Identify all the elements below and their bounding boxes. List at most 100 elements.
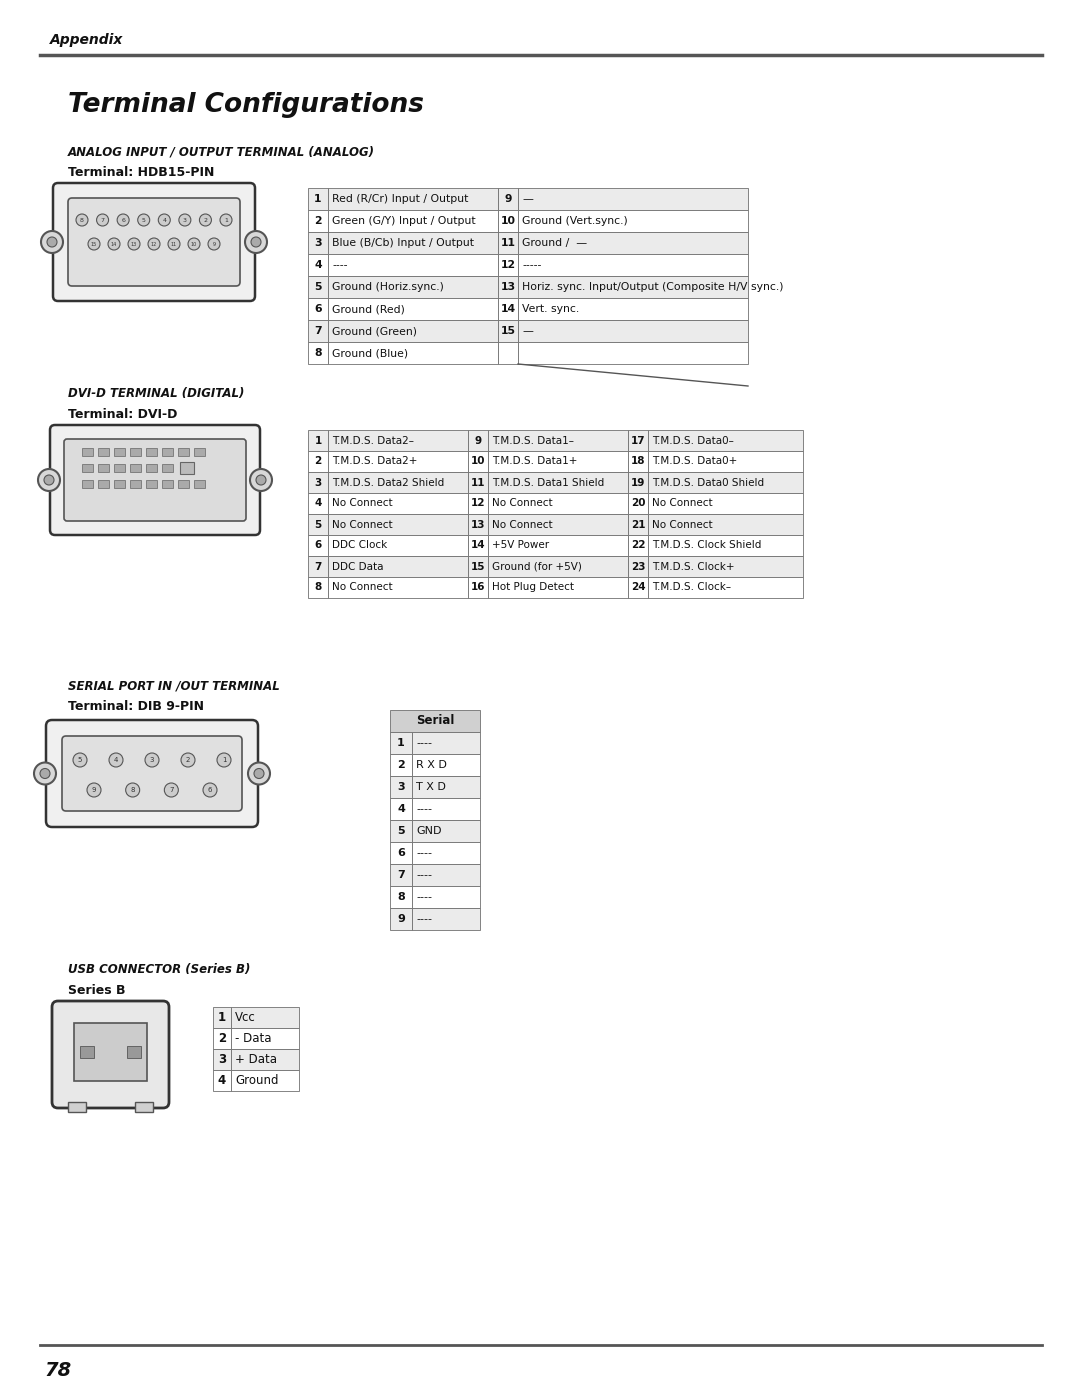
Bar bbox=[390, 820, 411, 842]
Bar bbox=[328, 342, 498, 365]
Bar bbox=[328, 430, 468, 451]
Bar bbox=[627, 577, 648, 598]
Text: 1: 1 bbox=[314, 194, 322, 204]
Bar bbox=[627, 514, 648, 535]
Text: 24: 24 bbox=[631, 583, 646, 592]
Bar bbox=[328, 320, 498, 342]
Bar bbox=[308, 493, 328, 514]
Text: 17: 17 bbox=[631, 436, 646, 446]
Bar bbox=[308, 189, 328, 210]
Text: 4: 4 bbox=[397, 805, 405, 814]
Bar bbox=[308, 298, 328, 320]
Bar bbox=[390, 798, 411, 820]
Text: USB CONNECTOR (Series B): USB CONNECTOR (Series B) bbox=[68, 964, 251, 977]
Bar bbox=[75, 1023, 147, 1081]
Bar bbox=[468, 514, 488, 535]
Bar bbox=[518, 298, 748, 320]
Text: 9: 9 bbox=[92, 787, 96, 793]
Text: 12: 12 bbox=[500, 260, 515, 270]
Text: 7: 7 bbox=[314, 326, 322, 337]
Bar bbox=[411, 863, 480, 886]
Bar bbox=[308, 232, 328, 254]
Circle shape bbox=[254, 768, 264, 778]
Bar bbox=[328, 232, 498, 254]
Circle shape bbox=[38, 469, 60, 490]
Bar bbox=[498, 254, 518, 277]
Text: 11: 11 bbox=[171, 242, 177, 246]
Circle shape bbox=[87, 782, 102, 798]
Bar bbox=[488, 472, 627, 493]
Bar bbox=[308, 472, 328, 493]
Bar bbox=[648, 430, 804, 451]
Text: 15: 15 bbox=[471, 562, 485, 571]
Bar bbox=[468, 430, 488, 451]
Text: Ground (Red): Ground (Red) bbox=[332, 305, 405, 314]
Text: Ground (Blue): Ground (Blue) bbox=[332, 348, 408, 358]
Circle shape bbox=[33, 763, 56, 785]
Text: 6: 6 bbox=[207, 787, 213, 793]
Bar bbox=[308, 320, 328, 342]
Text: Vert. sync.: Vert. sync. bbox=[522, 305, 579, 314]
Bar bbox=[328, 189, 498, 210]
Bar bbox=[518, 320, 748, 342]
Text: No Connect: No Connect bbox=[652, 520, 713, 529]
Bar bbox=[488, 493, 627, 514]
Text: 2: 2 bbox=[186, 757, 190, 763]
Text: 14: 14 bbox=[471, 541, 485, 550]
FancyBboxPatch shape bbox=[46, 719, 258, 827]
Circle shape bbox=[44, 475, 54, 485]
Text: T X D: T X D bbox=[416, 782, 446, 792]
Circle shape bbox=[129, 237, 140, 250]
Bar bbox=[328, 493, 468, 514]
Text: 16: 16 bbox=[471, 583, 485, 592]
Text: 15: 15 bbox=[500, 326, 515, 337]
Bar bbox=[328, 535, 468, 556]
Text: DVI-D TERMINAL (DIGITAL): DVI-D TERMINAL (DIGITAL) bbox=[68, 387, 244, 400]
Text: T.M.D.S. Data0 Shield: T.M.D.S. Data0 Shield bbox=[652, 478, 765, 488]
Text: 7: 7 bbox=[314, 562, 322, 571]
Bar bbox=[648, 514, 804, 535]
Bar bbox=[498, 298, 518, 320]
Text: ----: ---- bbox=[416, 805, 432, 814]
Bar bbox=[98, 448, 109, 455]
Text: T.M.D.S. Clock Shield: T.M.D.S. Clock Shield bbox=[652, 541, 761, 550]
Text: 14: 14 bbox=[111, 242, 117, 246]
Bar bbox=[411, 732, 480, 754]
Text: 11: 11 bbox=[471, 478, 485, 488]
Text: Ground (Horiz.sync.): Ground (Horiz.sync.) bbox=[332, 282, 444, 292]
Bar bbox=[648, 451, 804, 472]
Bar bbox=[328, 472, 468, 493]
Bar bbox=[114, 448, 125, 455]
Circle shape bbox=[188, 237, 200, 250]
Text: 6: 6 bbox=[397, 848, 405, 858]
Text: No Connect: No Connect bbox=[492, 520, 553, 529]
Text: No Connect: No Connect bbox=[332, 499, 393, 509]
Bar bbox=[498, 320, 518, 342]
Circle shape bbox=[73, 753, 87, 767]
Bar bbox=[328, 210, 498, 232]
Text: 2: 2 bbox=[203, 218, 207, 222]
Text: 22: 22 bbox=[631, 541, 645, 550]
FancyBboxPatch shape bbox=[53, 183, 255, 300]
Bar bbox=[518, 232, 748, 254]
Text: ----: ---- bbox=[416, 914, 432, 923]
Bar bbox=[308, 210, 328, 232]
Bar bbox=[231, 1007, 299, 1028]
Circle shape bbox=[87, 237, 100, 250]
Circle shape bbox=[108, 237, 120, 250]
FancyBboxPatch shape bbox=[64, 439, 246, 521]
Bar bbox=[390, 754, 411, 775]
Bar bbox=[390, 732, 411, 754]
Bar bbox=[411, 798, 480, 820]
Bar bbox=[328, 514, 468, 535]
Text: T.M.D.S. Data2–: T.M.D.S. Data2– bbox=[332, 436, 414, 446]
Text: R X D: R X D bbox=[416, 760, 447, 770]
Text: 10: 10 bbox=[500, 217, 515, 226]
Bar bbox=[498, 210, 518, 232]
Text: 7: 7 bbox=[397, 870, 405, 880]
Circle shape bbox=[168, 237, 180, 250]
Text: Ground (Vert.sync.): Ground (Vert.sync.) bbox=[522, 217, 627, 226]
Text: Green (G/Y) Input / Output: Green (G/Y) Input / Output bbox=[332, 217, 475, 226]
Circle shape bbox=[125, 782, 139, 798]
Circle shape bbox=[148, 237, 160, 250]
